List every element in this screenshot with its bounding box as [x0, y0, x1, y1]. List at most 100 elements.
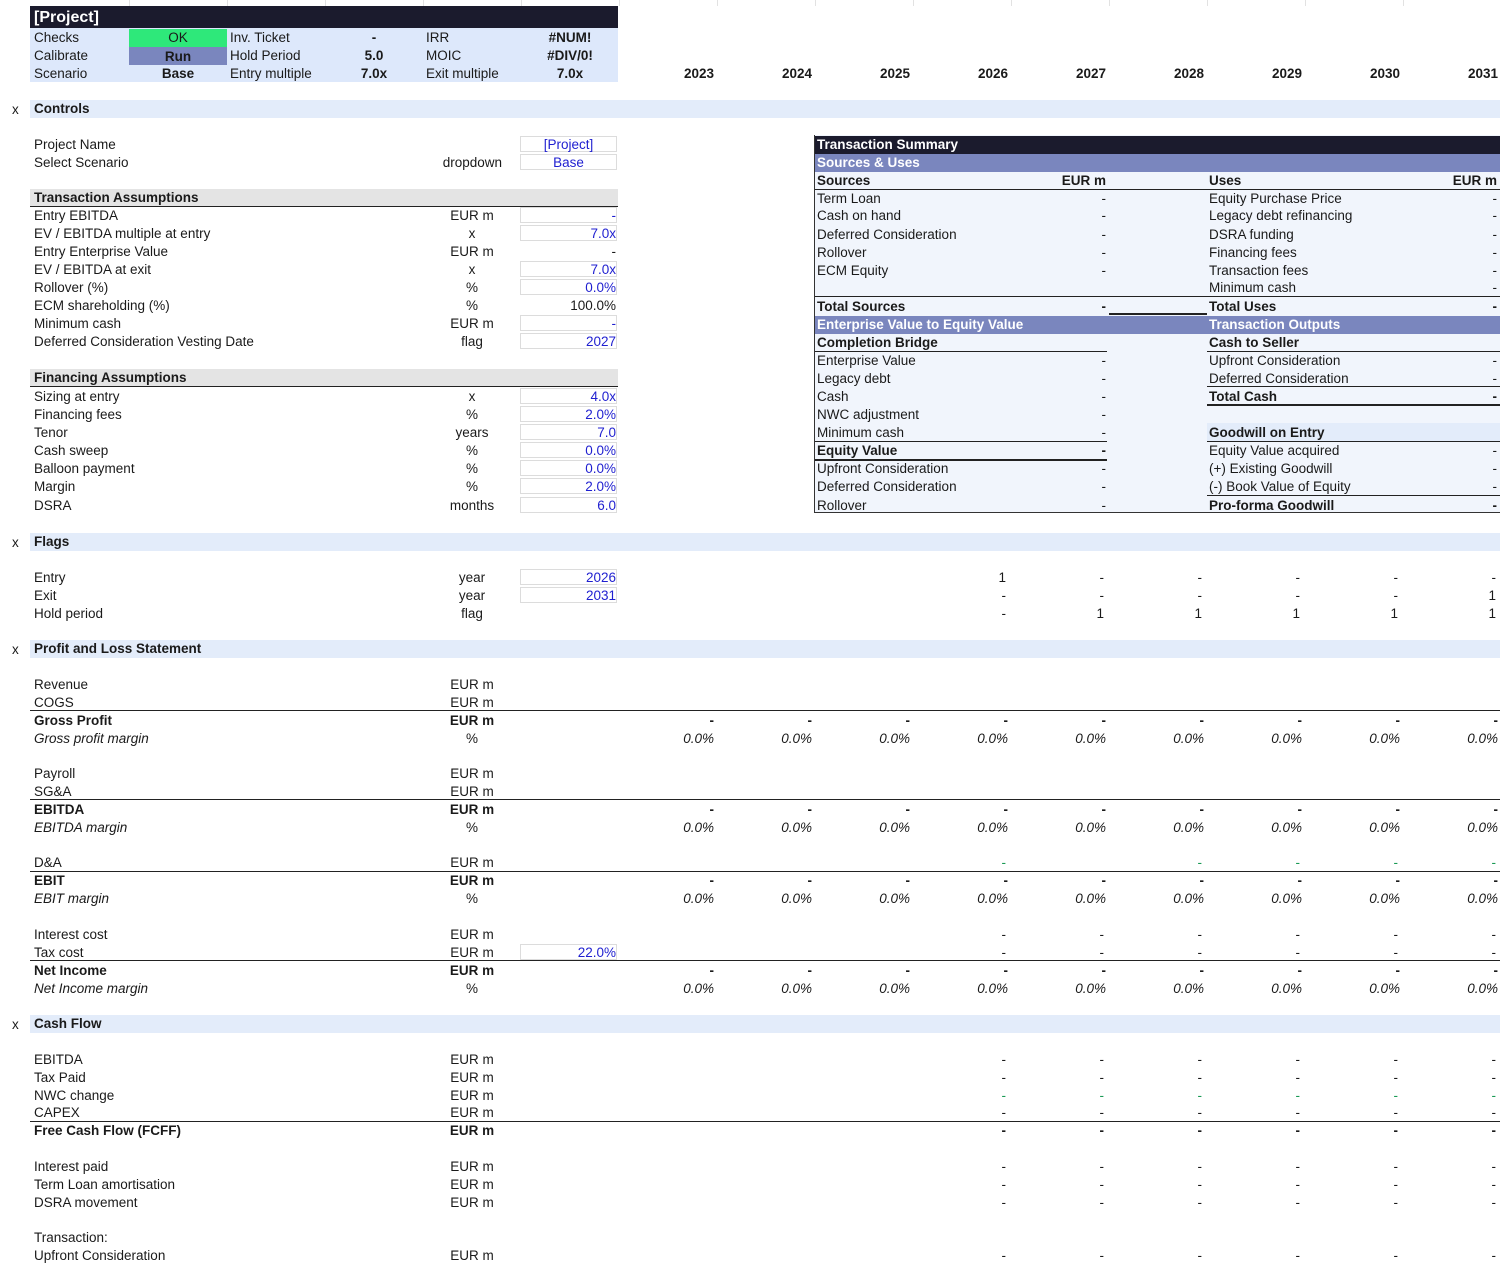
sga-label: SG&A [34, 784, 72, 799]
hold-period-value: 5.0 [364, 48, 384, 63]
da-cell: - [1197, 855, 1203, 870]
total-sources-label: Total Sources [817, 299, 906, 314]
ebit-cell: - [807, 873, 813, 888]
ta-input[interactable] [520, 207, 617, 223]
net-income-cell: - [1101, 963, 1107, 978]
ebitda-margin-label: EBITDA margin [34, 820, 128, 835]
cf-amortisation-cell: - [1491, 1177, 1497, 1192]
fa-input[interactable] [520, 497, 617, 513]
ebit-margin-cell: 0.0% [977, 891, 1008, 906]
ebitda-unit: EUR m [449, 802, 495, 817]
tax-cost-cell: - [1491, 945, 1497, 960]
fa-value: 2.0% [585, 479, 616, 494]
post-equity-value: - [1101, 461, 1107, 476]
ta-unit: EUR m [450, 244, 494, 259]
ta-value: - [611, 208, 617, 223]
cf-ebitda-cell: - [1393, 1052, 1399, 1067]
ta-input[interactable] [520, 261, 617, 277]
cash-to-seller-label: Upfront Consideration [1209, 353, 1341, 368]
total-uses-value: - [1492, 299, 1498, 314]
tax-rate-value: 22.0% [577, 945, 616, 960]
ta-unit: % [465, 298, 478, 313]
cf-amortisation-cell: - [1001, 1177, 1007, 1192]
transaction-label: Transaction: [34, 1230, 108, 1245]
run-button-bg[interactable] [129, 47, 227, 65]
goodwill-label: (-) Book Value of Equity [1209, 479, 1351, 494]
source-label: Cash on hand [817, 208, 902, 223]
hold-flag-cell: - [1001, 606, 1007, 621]
fa-input[interactable] [520, 388, 617, 404]
fa-label: Cash sweep [34, 443, 109, 458]
net-margin-cell: 0.0% [1467, 981, 1498, 996]
year-header: 2024 [781, 66, 812, 81]
use-value: - [1492, 245, 1498, 260]
controls-collapse-toggle[interactable]: x [12, 102, 19, 117]
interest-cost-cell: - [1001, 927, 1007, 942]
ts-sources-uses-title: Sources & Uses [817, 155, 920, 170]
fa-value: 7.0 [597, 425, 616, 440]
fa-input[interactable] [520, 406, 617, 422]
cf-capex-cell: - [1393, 1105, 1399, 1120]
ebit-label: EBIT [34, 873, 65, 888]
use-value: - [1492, 280, 1498, 295]
ebitda-margin-cell: 0.0% [879, 820, 910, 835]
calibrate-run-button[interactable]: Run [164, 49, 192, 64]
pnl-section-title: Profit and Loss Statement [34, 641, 202, 656]
gross-margin-cell: 0.0% [683, 731, 714, 746]
gross-profit-cell: - [1297, 713, 1303, 728]
net-income-cell: - [1199, 963, 1205, 978]
bridge-label: Minimum cash [817, 425, 905, 440]
transaction-assumptions-title: Transaction Assumptions [34, 190, 199, 205]
fa-input[interactable] [520, 460, 617, 476]
pnl-collapse-toggle[interactable]: x [12, 642, 19, 657]
net-margin-cell: 0.0% [781, 981, 812, 996]
fa-input[interactable] [520, 424, 617, 440]
cf-amortisation-cell: - [1099, 1177, 1105, 1192]
cash-to-seller-value: - [1492, 353, 1498, 368]
ebit-margin-label: EBIT margin [34, 891, 110, 906]
cf-amortisation-cell: - [1295, 1177, 1301, 1192]
ta-value: - [611, 316, 617, 331]
cf-tax-paid-cell: - [1197, 1070, 1203, 1085]
divider [815, 189, 1500, 190]
use-label: Equity Purchase Price [1209, 191, 1342, 206]
entry-multiple-value: 7.0x [360, 66, 388, 81]
exit-multiple-label: Exit multiple [426, 66, 499, 81]
ebitda-margin-cell: 0.0% [683, 820, 714, 835]
flags-collapse-toggle[interactable]: x [12, 535, 19, 550]
da-label: D&A [34, 855, 62, 870]
exit-year-input[interactable] [520, 587, 617, 603]
fa-input[interactable] [520, 442, 617, 458]
ta-input[interactable] [520, 333, 617, 349]
cf-tax-paid-cell: - [1295, 1070, 1301, 1085]
fa-input[interactable] [520, 478, 617, 494]
source-label: Term Loan [817, 191, 881, 206]
cf2-unit: EUR m [450, 1177, 494, 1192]
cashflow-collapse-toggle[interactable]: x [12, 1017, 19, 1032]
scenario-dropdown[interactable] [520, 154, 617, 170]
divider [1207, 351, 1500, 352]
ta-input[interactable] [520, 279, 617, 295]
exit-year-value: 2031 [585, 588, 616, 603]
tax-rate-input[interactable] [520, 944, 617, 960]
cf2-unit: EUR m [450, 1159, 494, 1174]
ebitda-cell: - [1297, 802, 1303, 817]
tax-cost-cell: - [1197, 945, 1203, 960]
source-label: ECM Equity [817, 263, 889, 278]
cf-label: Tax Paid [34, 1070, 86, 1085]
divider [30, 206, 618, 207]
year-header: 2030 [1369, 66, 1400, 81]
entry-flag-unit: year [458, 570, 486, 585]
net-income-cell: - [1297, 963, 1303, 978]
cf2-label: DSRA movement [34, 1195, 138, 1210]
ta-label: ECM shareholding (%) [34, 298, 170, 313]
ta-label: EV / EBITDA at exit [34, 262, 152, 277]
ta-input[interactable] [520, 225, 617, 241]
ta-input[interactable] [520, 315, 617, 331]
pnl-section-band [30, 640, 1500, 658]
gross-margin-cell: 0.0% [1369, 731, 1400, 746]
entry-year-input[interactable] [520, 569, 617, 585]
project-name-input[interactable] [520, 136, 617, 152]
cf-unit: EUR m [450, 1070, 494, 1085]
cf-capex-cell: - [1099, 1105, 1105, 1120]
